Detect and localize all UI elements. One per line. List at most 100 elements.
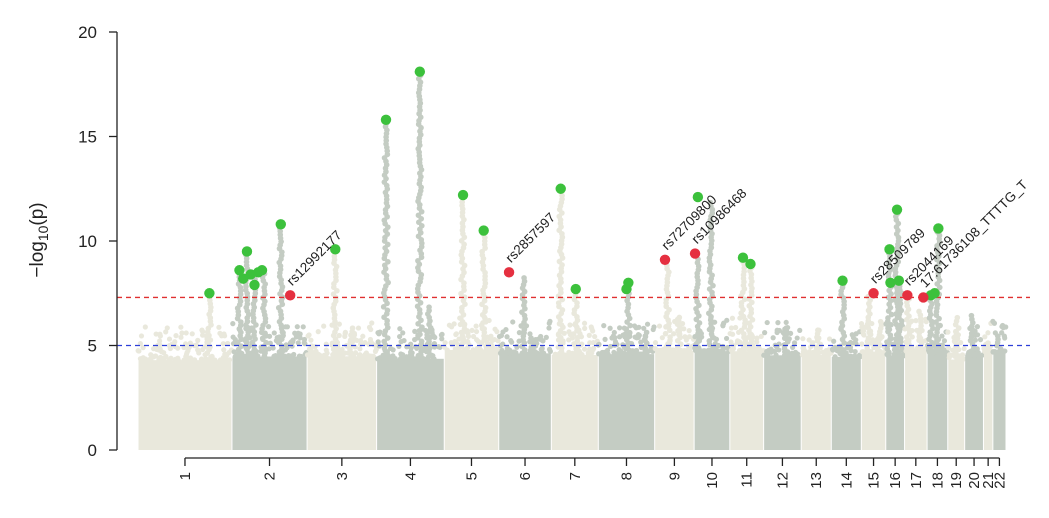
snp-point	[971, 352, 978, 358]
snp-point	[607, 343, 614, 350]
snp-point	[746, 320, 752, 327]
snp-point	[220, 341, 226, 347]
snp-point	[728, 325, 735, 331]
snp-point	[510, 350, 517, 356]
snp-point	[671, 331, 677, 337]
x-tick-label: 18	[929, 472, 946, 489]
significance-thresholds	[117, 296, 1030, 347]
snp-point	[939, 333, 945, 339]
snp-point	[179, 330, 185, 336]
snp-point	[473, 323, 479, 329]
snp-point	[968, 312, 975, 319]
snp-point	[419, 324, 425, 331]
snp-point	[528, 335, 534, 341]
snp-point	[574, 334, 581, 341]
snp-point	[156, 356, 162, 363]
snp-point	[192, 357, 198, 363]
snp-point	[560, 324, 566, 331]
chromosome-17-snps	[902, 296, 929, 450]
lead-snp-marker	[256, 265, 268, 276]
snp-point	[142, 324, 148, 330]
snp-point	[721, 345, 727, 352]
snp-point	[909, 344, 915, 351]
snp-point	[644, 321, 651, 327]
snp-label: rs2857597	[503, 210, 559, 266]
snp-point	[686, 328, 692, 334]
snp-point	[707, 199, 714, 206]
y-tick-label: 5	[88, 337, 97, 356]
snp-point	[152, 353, 159, 359]
chromosome-22-base	[993, 352, 1006, 450]
snp-point	[945, 329, 951, 335]
x-tick-label: 5	[463, 472, 480, 480]
snp-point	[566, 329, 572, 335]
snp-point	[140, 345, 146, 351]
snp-point	[652, 346, 658, 352]
snp-point	[566, 337, 572, 343]
snp-point	[390, 347, 396, 353]
snp-point	[377, 329, 383, 335]
snp-point	[412, 328, 418, 334]
chromosome-9-snps	[652, 262, 697, 450]
snp-point	[559, 307, 566, 313]
snp-point	[456, 336, 462, 342]
x-tick-label: 4	[402, 472, 419, 480]
snp-point	[815, 327, 821, 334]
snp-point	[270, 345, 276, 351]
chromosome-19-snps	[945, 314, 967, 450]
snp-point	[601, 323, 607, 329]
highlight-snp-marker	[689, 248, 701, 259]
snp-point	[853, 331, 859, 337]
chromosome-9-base	[655, 350, 694, 450]
snp-point	[729, 315, 736, 321]
snp-point	[449, 342, 455, 348]
snp-point	[945, 345, 952, 351]
snp-point	[626, 329, 633, 336]
x-tick-label: 11	[739, 472, 756, 488]
snp-point	[166, 336, 173, 342]
snp-point	[559, 296, 566, 303]
snp-point	[267, 340, 273, 346]
snp-point	[667, 334, 673, 340]
snp-point	[974, 332, 981, 338]
lead-snp-marker	[570, 283, 581, 295]
snp-point	[885, 315, 891, 321]
snp-point	[470, 347, 476, 353]
snp-point	[788, 330, 794, 337]
snp-point	[516, 330, 522, 336]
snp-point	[397, 326, 403, 332]
snp-point	[967, 348, 974, 355]
chromosome-6-snps	[496, 275, 553, 450]
snp-point	[275, 339, 282, 346]
chromosome-17-base	[905, 350, 927, 450]
lead-snp-marker	[275, 219, 286, 230]
highlight-snp-marker	[918, 292, 929, 303]
snp-point	[175, 345, 181, 351]
snp-point	[391, 356, 398, 362]
snp-point	[985, 330, 991, 336]
snp-point	[656, 323, 663, 329]
snp-point	[508, 338, 514, 344]
snp-point	[659, 335, 665, 341]
snp-point	[503, 326, 509, 333]
chromosome-2-base	[232, 356, 307, 450]
snp-point	[696, 320, 703, 326]
chromosome-5-base	[444, 349, 499, 450]
chromosome-7-base	[551, 354, 598, 450]
snp-point	[222, 351, 228, 357]
snp-point	[414, 345, 420, 351]
snp-point	[157, 338, 163, 344]
snp-point	[710, 345, 716, 351]
snp-point	[741, 296, 748, 303]
snp-point	[754, 339, 760, 345]
snp-point	[643, 329, 650, 336]
lead-snp-marker	[692, 191, 704, 203]
lead-snp-marker	[330, 244, 341, 255]
snp-point	[438, 332, 444, 338]
snp-point	[313, 353, 320, 359]
snp-point	[200, 346, 206, 353]
snp-point	[954, 314, 961, 321]
highlight-snp-marker	[868, 288, 879, 299]
snp-point	[589, 350, 595, 356]
snp-point	[800, 336, 806, 342]
